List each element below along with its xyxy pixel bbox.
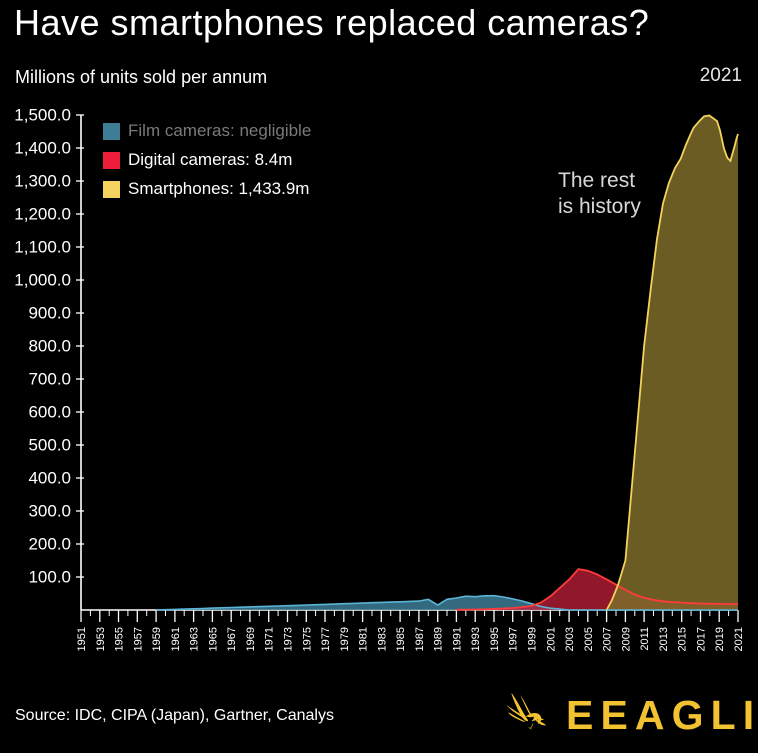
svg-text:1991: 1991	[451, 627, 463, 651]
svg-text:2017: 2017	[696, 627, 708, 651]
svg-text:1961: 1961	[170, 627, 182, 651]
svg-text:2007: 2007	[602, 627, 614, 651]
svg-text:500.0: 500.0	[28, 436, 71, 455]
svg-text:1955: 1955	[114, 627, 126, 651]
svg-text:1951: 1951	[76, 627, 88, 651]
svg-text:1,500.0: 1,500.0	[14, 106, 71, 125]
svg-text:1971: 1971	[264, 627, 276, 651]
svg-text:1969: 1969	[245, 627, 257, 651]
svg-text:1983: 1983	[376, 627, 388, 651]
svg-text:1999: 1999	[527, 627, 539, 651]
svg-text:2015: 2015	[677, 627, 689, 651]
svg-text:1,200.0: 1,200.0	[14, 205, 71, 224]
svg-text:800.0: 800.0	[28, 337, 71, 356]
svg-text:1993: 1993	[470, 627, 482, 651]
svg-text:1965: 1965	[207, 627, 219, 651]
svg-text:1989: 1989	[433, 627, 445, 651]
svg-text:1975: 1975	[301, 627, 313, 651]
svg-text:700.0: 700.0	[28, 370, 71, 389]
svg-text:2005: 2005	[583, 627, 595, 651]
svg-text:1,300.0: 1,300.0	[14, 172, 71, 191]
svg-text:2019: 2019	[714, 627, 726, 651]
svg-text:2003: 2003	[564, 627, 576, 651]
svg-text:900.0: 900.0	[28, 304, 71, 323]
svg-text:1979: 1979	[339, 627, 351, 651]
svg-text:1953: 1953	[95, 627, 107, 651]
svg-text:1997: 1997	[508, 627, 520, 651]
svg-text:2013: 2013	[658, 627, 670, 651]
svg-text:2009: 2009	[620, 627, 632, 651]
svg-text:2001: 2001	[545, 627, 557, 651]
svg-text:100.0: 100.0	[28, 568, 71, 587]
svg-text:1981: 1981	[358, 627, 370, 651]
svg-text:300.0: 300.0	[28, 502, 71, 521]
svg-text:1985: 1985	[395, 627, 407, 651]
svg-text:1959: 1959	[151, 627, 163, 651]
svg-text:200.0: 200.0	[28, 535, 71, 554]
svg-text:1995: 1995	[489, 627, 501, 651]
svg-text:1967: 1967	[226, 627, 238, 651]
svg-text:1973: 1973	[283, 627, 295, 651]
svg-text:1,100.0: 1,100.0	[14, 238, 71, 257]
svg-text:2021: 2021	[733, 627, 745, 651]
svg-text:1957: 1957	[132, 627, 144, 651]
svg-text:2011: 2011	[639, 627, 651, 651]
svg-text:1987: 1987	[414, 627, 426, 651]
svg-text:1,400.0: 1,400.0	[14, 139, 71, 158]
svg-text:600.0: 600.0	[28, 403, 71, 422]
svg-text:400.0: 400.0	[28, 469, 71, 488]
svg-text:1963: 1963	[189, 627, 201, 651]
svg-text:1977: 1977	[320, 627, 332, 651]
svg-text:1,000.0: 1,000.0	[14, 271, 71, 290]
